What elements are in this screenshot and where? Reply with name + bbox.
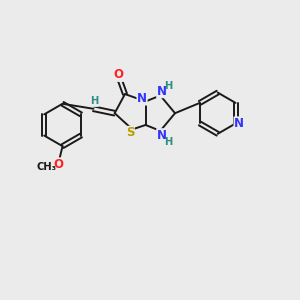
Text: H: H [164,137,173,147]
Text: N: N [157,129,167,142]
Text: S: S [126,126,134,140]
Text: N: N [157,85,167,98]
Text: H: H [164,80,173,91]
Text: N: N [234,117,244,130]
Text: O: O [53,158,63,171]
Text: O: O [114,68,124,81]
Text: H: H [90,96,98,106]
Text: CH₃: CH₃ [37,162,57,172]
Text: N: N [137,92,147,105]
